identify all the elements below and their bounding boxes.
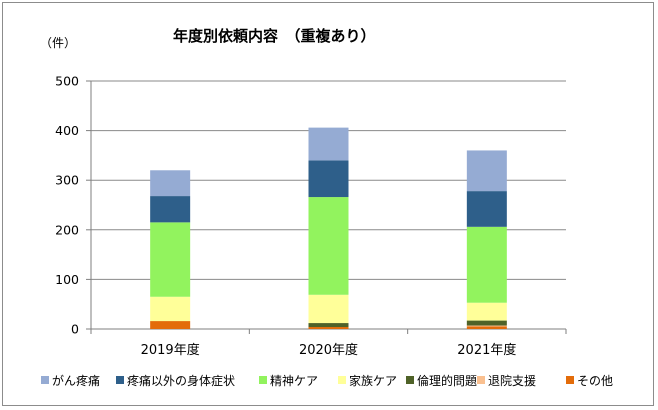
bar-segment (308, 127, 349, 161)
bar-segment (466, 325, 507, 327)
legend-swatch (338, 376, 346, 384)
bar-segment (150, 321, 191, 329)
y-tick-label: 100 (55, 272, 79, 287)
bar-segment (308, 197, 349, 295)
chart-title: 年度別依頼内容 （重複あり） (173, 27, 376, 45)
legend-swatch (259, 376, 267, 384)
chart-frame: 年度別依頼内容 （重複あり） （件） 0 100 200 300 400 500 2019… (2, 2, 654, 406)
legend-label: 精神ケア (270, 374, 318, 388)
bar-segment (466, 302, 507, 321)
legend-label: 疼痛以外の身体症状 (127, 373, 235, 388)
bar-segment (308, 323, 349, 328)
legend: がん疼痛 疼痛以外の身体症状 精神ケア 家族ケア 倫理的問題 退院支援 その他 (41, 373, 613, 388)
bars (150, 127, 507, 329)
bar-segment (308, 327, 349, 329)
x-category-label: 2019年度 (141, 342, 200, 358)
y-tick-label: 500 (55, 74, 79, 89)
bar-segment (150, 196, 191, 223)
stacked-bar-chart: 年度別依頼内容 （重複あり） （件） 0 100 200 300 400 500 2019… (40, 27, 613, 388)
legend-swatch (566, 376, 574, 384)
legend-label: その他 (577, 374, 613, 388)
x-axis-categories: 2019年度 2020年度 2021年度 (90, 329, 567, 358)
bar-segment (466, 226, 507, 303)
bar-segment (150, 222, 191, 297)
legend-swatch (477, 376, 485, 384)
bar-segment (308, 160, 349, 198)
y-tick-label: 200 (55, 222, 79, 237)
bar-segment (466, 320, 507, 326)
y-tick-label: 0 (71, 322, 79, 337)
legend-label: 退院支援 (488, 374, 536, 388)
legend-swatch (41, 376, 49, 384)
bar-segment (466, 326, 507, 329)
legend-label: 家族ケア (349, 373, 397, 388)
bar-segment (466, 191, 507, 227)
legend-swatch (116, 376, 124, 384)
bar-segment (150, 170, 191, 197)
y-axis-unit-label: （件） (40, 36, 76, 50)
bar-segment (150, 296, 191, 322)
y-tick-label: 300 (55, 173, 79, 188)
legend-label: 倫理的問題 (417, 373, 477, 388)
bar-segment (308, 294, 349, 324)
legend-label: がん疼痛 (52, 373, 100, 388)
bar-segment (466, 150, 507, 192)
y-axis-ticks: 0 100 200 300 400 500 (55, 74, 92, 337)
legend-swatch (406, 376, 414, 384)
x-category-label: 2020年度 (299, 342, 358, 358)
y-tick-label: 400 (55, 123, 79, 138)
x-category-label: 2021年度 (457, 342, 516, 358)
